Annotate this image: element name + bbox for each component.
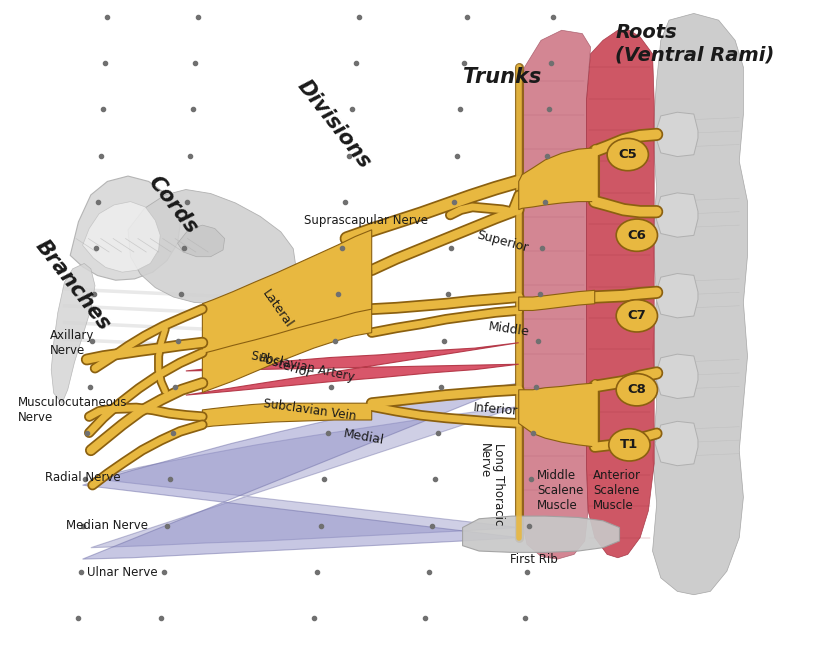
Polygon shape <box>519 148 595 210</box>
Text: T1: T1 <box>620 438 638 452</box>
Polygon shape <box>463 516 620 552</box>
Polygon shape <box>519 290 595 310</box>
Polygon shape <box>653 13 748 595</box>
Text: Cords: Cords <box>145 172 202 238</box>
Ellipse shape <box>616 219 657 251</box>
Text: Middle: Middle <box>487 320 530 339</box>
Text: Divisions: Divisions <box>293 76 374 173</box>
Text: Musculocutaneous
Nerve: Musculocutaneous Nerve <box>18 396 128 424</box>
Ellipse shape <box>609 429 650 461</box>
Text: C5: C5 <box>619 148 637 161</box>
Polygon shape <box>655 193 698 237</box>
Text: Axillary
Nerve: Axillary Nerve <box>50 329 94 357</box>
Text: Ulnar Nerve: Ulnar Nerve <box>87 566 158 579</box>
Text: Suprascapular Nerve: Suprascapular Nerve <box>304 214 428 227</box>
Polygon shape <box>202 403 372 427</box>
Text: Radial Nerve: Radial Nerve <box>45 470 121 484</box>
Ellipse shape <box>616 374 657 406</box>
Polygon shape <box>83 383 519 559</box>
Text: Superior: Superior <box>475 228 529 255</box>
Polygon shape <box>586 30 654 558</box>
Polygon shape <box>91 407 519 548</box>
Text: Middle
Scalene
Muscle: Middle Scalene Muscle <box>537 469 583 512</box>
Ellipse shape <box>616 300 657 332</box>
Polygon shape <box>655 274 698 318</box>
Text: First Rib: First Rib <box>510 552 558 566</box>
Polygon shape <box>128 190 296 304</box>
Text: Branches: Branches <box>31 237 114 335</box>
Text: Trunks: Trunks <box>463 67 541 87</box>
Polygon shape <box>655 112 698 157</box>
Text: C6: C6 <box>628 228 646 242</box>
Polygon shape <box>655 354 698 398</box>
Polygon shape <box>186 343 519 395</box>
Ellipse shape <box>607 138 648 171</box>
Polygon shape <box>519 30 591 559</box>
Text: Inferior: Inferior <box>472 401 519 419</box>
Text: Long Thoracic
Nerve: Long Thoracic Nerve <box>477 443 506 525</box>
Text: Subclavian Artery: Subclavian Artery <box>250 349 356 384</box>
Text: Posterior: Posterior <box>257 351 313 381</box>
Text: C7: C7 <box>628 309 646 323</box>
Text: C8: C8 <box>628 383 646 396</box>
Polygon shape <box>202 270 372 392</box>
Text: Median Nerve: Median Nerve <box>66 519 148 532</box>
Polygon shape <box>202 230 372 353</box>
Polygon shape <box>83 202 160 272</box>
Polygon shape <box>655 421 698 466</box>
Text: Medial: Medial <box>342 427 385 447</box>
Text: Subclavian Vein: Subclavian Vein <box>263 397 357 423</box>
Text: Roots
(Ventral Rami): Roots (Ventral Rami) <box>615 23 775 65</box>
Text: Lateral: Lateral <box>259 288 295 331</box>
Text: Anterior
Scalene
Muscle: Anterior Scalene Muscle <box>593 469 641 512</box>
Polygon shape <box>519 383 595 447</box>
Polygon shape <box>51 263 95 403</box>
Polygon shape <box>178 225 225 257</box>
Polygon shape <box>70 176 180 280</box>
